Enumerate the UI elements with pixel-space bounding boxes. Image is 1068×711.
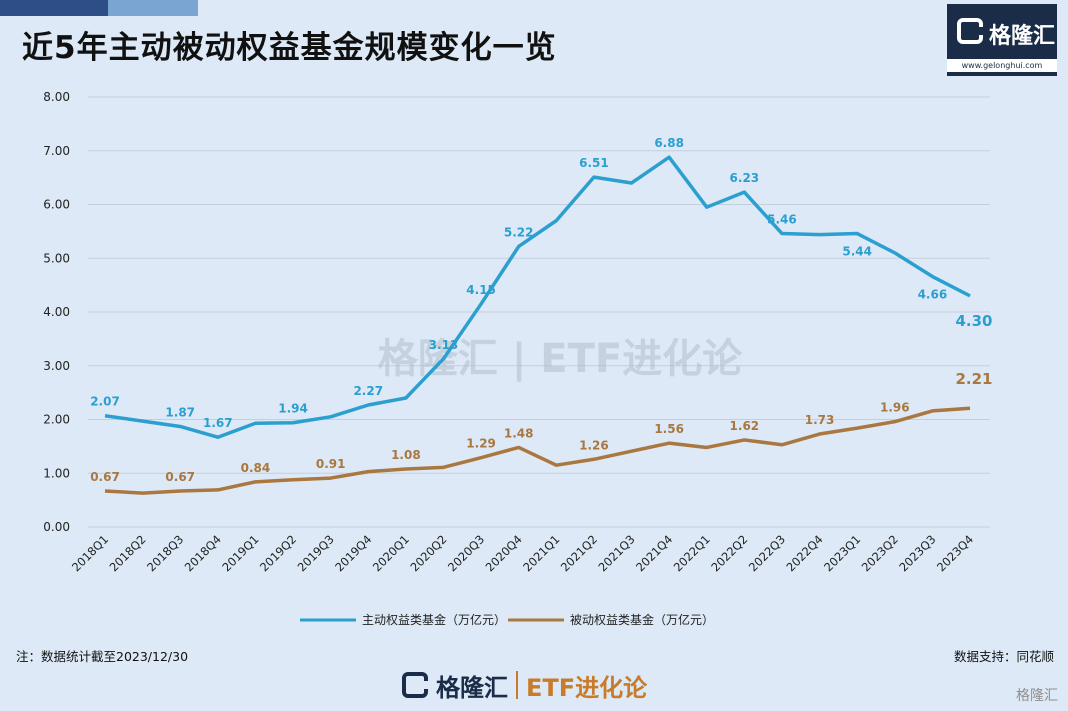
logo-g-icon <box>957 18 983 44</box>
x-tick-label: 2021Q2 <box>558 532 600 574</box>
data-label: 1.96 <box>880 401 910 415</box>
x-tick-label: 2018Q1 <box>69 532 111 574</box>
data-label: 0.91 <box>316 457 346 471</box>
x-tick-label: 2022Q3 <box>746 532 788 574</box>
data-label: 1.56 <box>654 422 684 436</box>
logo-g-icon <box>402 672 428 698</box>
passive-fund-line <box>104 406 971 495</box>
y-tick-label: 7.00 <box>43 144 70 158</box>
x-tick-label: 2020Q4 <box>483 532 525 574</box>
y-tick-label: 1.00 <box>43 466 70 480</box>
data-label: 0.67 <box>90 470 120 484</box>
legend-label-active: 主动权益类基金（万亿元） <box>362 612 506 627</box>
y-tick-label: 3.00 <box>43 359 70 373</box>
brand-url: www.gelonghui.com <box>947 59 1057 72</box>
data-label: 1.67 <box>203 416 233 430</box>
x-tick-label: 2023Q3 <box>896 532 938 574</box>
data-label: 0.67 <box>165 470 195 484</box>
header-accent-bar <box>0 0 108 16</box>
data-label: 4.66 <box>918 288 948 302</box>
data-label: 5.22 <box>504 225 534 239</box>
x-tick-label: 2020Q2 <box>407 532 449 574</box>
x-tick-label: 2022Q4 <box>784 532 826 574</box>
data-label: 5.46 <box>767 213 797 227</box>
legend-label-passive: 被动权益类基金（万亿元） <box>570 612 714 627</box>
data-label: 1.62 <box>730 419 760 433</box>
x-tick-label: 2020Q3 <box>445 532 487 574</box>
y-tick-label: 2.00 <box>43 413 70 427</box>
data-label: 6.51 <box>579 156 609 170</box>
data-source: 数据支持：同花顺 <box>953 649 1054 664</box>
x-tick-label: 2019Q4 <box>332 532 374 574</box>
data-label: 0.84 <box>241 461 271 475</box>
y-tick-label: 5.00 <box>43 251 70 265</box>
corner-watermark: 格隆汇 <box>1016 688 1058 704</box>
x-tick-label: 2019Q2 <box>257 532 299 574</box>
brand-divider <box>516 671 518 699</box>
x-tick-label: 2023Q2 <box>859 532 901 574</box>
data-label: 6.23 <box>730 171 760 185</box>
x-tick-label: 2022Q1 <box>671 532 713 574</box>
footnote: 注：数据统计截至2023/12/30 <box>16 649 189 664</box>
x-tick-label: 2021Q1 <box>520 532 562 574</box>
data-label: 5.44 <box>842 245 872 259</box>
data-label: 1.29 <box>466 437 496 451</box>
x-tick-label: 2023Q4 <box>934 532 976 574</box>
y-tick-label: 0.00 <box>43 520 70 534</box>
brand-logo: 格隆汇 www.gelonghui.com <box>947 4 1057 76</box>
bottom-brand-name: 格隆汇 <box>436 673 508 702</box>
watermark-text: 格隆汇 | ETF进化论 <box>378 336 743 383</box>
bottom-brand-etf: ETF进化论 <box>526 673 648 702</box>
active-fund-line <box>104 155 971 439</box>
x-tick-label: 2021Q4 <box>633 532 675 574</box>
data-label: 2.21 <box>955 370 992 388</box>
header-accent-bar-light <box>108 0 198 16</box>
data-label: 1.73 <box>805 413 835 427</box>
data-label: 3.13 <box>429 338 459 352</box>
data-label: 2.27 <box>353 384 383 398</box>
x-tick-label: 2019Q1 <box>219 532 261 574</box>
data-label: 1.48 <box>504 426 534 440</box>
brand-name: 格隆汇 <box>989 24 1056 49</box>
data-label: 2.07 <box>90 395 120 409</box>
y-tick-label: 6.00 <box>43 198 70 212</box>
data-label: 1.94 <box>278 402 308 416</box>
x-tick-label: 2019Q3 <box>295 532 337 574</box>
x-tick-label: 2018Q2 <box>107 532 149 574</box>
x-tick-label: 2023Q1 <box>821 532 863 574</box>
page-title: 近5年主动被动权益基金规模变化一览 <box>22 30 557 66</box>
y-tick-label: 8.00 <box>43 90 70 104</box>
data-label: 4.30 <box>955 312 992 330</box>
data-label: 4.15 <box>466 283 496 297</box>
data-label: 1.08 <box>391 448 421 462</box>
x-tick-label: 2020Q1 <box>370 532 412 574</box>
x-tick-label: 2021Q3 <box>595 532 637 574</box>
x-tick-label: 2018Q4 <box>182 532 224 574</box>
data-label: 1.26 <box>579 438 609 452</box>
x-tick-label: 2022Q2 <box>708 532 750 574</box>
data-label: 1.87 <box>165 405 195 419</box>
bottom-brand: 格隆汇 ETF进化论 <box>402 668 647 702</box>
data-label: 6.88 <box>654 136 684 150</box>
x-tick-label: 2018Q3 <box>144 532 186 574</box>
y-tick-label: 4.00 <box>43 305 70 319</box>
